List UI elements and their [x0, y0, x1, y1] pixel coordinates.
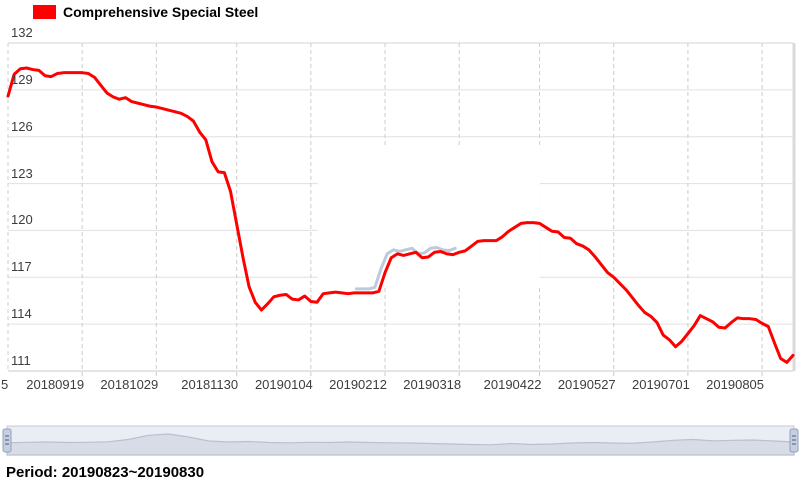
x-axis-label: 20190805 [706, 377, 765, 392]
legend-label: Comprehensive Special Steel [63, 4, 259, 20]
navigator-left-handle[interactable] [2, 428, 12, 453]
series-line [6, 66, 795, 364]
period-label: Period: 20190823~20190830 [6, 464, 204, 481]
y-axis-label: 114 [11, 306, 32, 322]
main-chart-plot [6, 42, 796, 377]
y-axis-label: 111 [11, 353, 31, 368]
x-axis-label: 20190527 [557, 377, 616, 392]
y-axis-label: 117 [11, 259, 32, 275]
x-axis-label: 20180919 [26, 377, 85, 392]
x-axis-label: 20190318 [403, 377, 462, 392]
ghost-line [354, 246, 457, 291]
legend-swatch [33, 5, 56, 19]
y-axis-label: 123 [11, 165, 33, 181]
legend-item[interactable]: Comprehensive Special Steel [33, 4, 258, 20]
y-axis-label: 126 [11, 118, 33, 134]
x-axis-label: 20190422 [483, 377, 542, 392]
navigator-area [6, 433, 795, 456]
tooltip-ghost [318, 147, 540, 288]
y-axis-label: 120 [11, 212, 33, 228]
x-axis-label: 20181130 [181, 377, 239, 392]
navigator[interactable] [0, 420, 803, 465]
x-axis-label-clipped: 5 [1, 377, 9, 392]
period-text: Period: 20190823~20190830 [6, 464, 205, 481]
x-axis-label: 20190104 [254, 377, 313, 392]
x-axis-label: 20190701 [631, 377, 690, 392]
y-axis-label: 129 [11, 71, 33, 87]
x-axis-label: 20181029 [100, 377, 159, 392]
navigator-right-handle[interactable] [789, 428, 799, 453]
x-axis-label: 20190212 [329, 377, 387, 392]
y-axis-label: 132 [11, 25, 33, 40]
